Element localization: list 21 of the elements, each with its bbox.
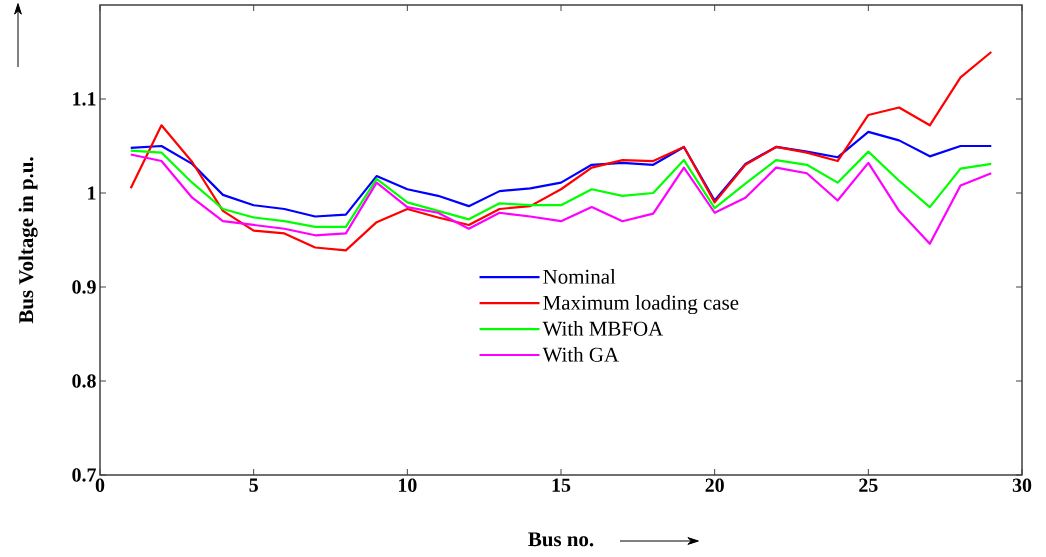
y-tick-label: 1.1 [73,92,96,106]
x-tick-label: 15 [552,478,571,492]
legend-label: With GA [542,347,619,362]
x-tick-label: 10 [398,478,417,492]
x-tick-label: 25 [859,478,878,492]
legend-label: Nominal [543,269,616,284]
y-tick-label: 1 [88,186,96,200]
legend-label: With MBFOA [542,321,664,336]
y-tick-label: 0.9 [72,280,96,294]
line-series [129,153,993,245]
x-tick-label: 30 [1012,478,1032,492]
line-series [129,130,993,218]
y-axis-title: Bus Voltage in p.u. [18,157,38,324]
legend-label: Maximum loading case [543,295,739,315]
x-axis-title: Bus no. [528,532,594,547]
line-series [129,50,993,252]
y-tick-label: 0.8 [72,374,96,388]
x-tick-label: 0 [95,478,105,492]
x-tick-label: 20 [705,478,724,492]
y-tick-label: 0.7 [72,468,96,482]
x-tick-label: 5 [249,478,258,492]
